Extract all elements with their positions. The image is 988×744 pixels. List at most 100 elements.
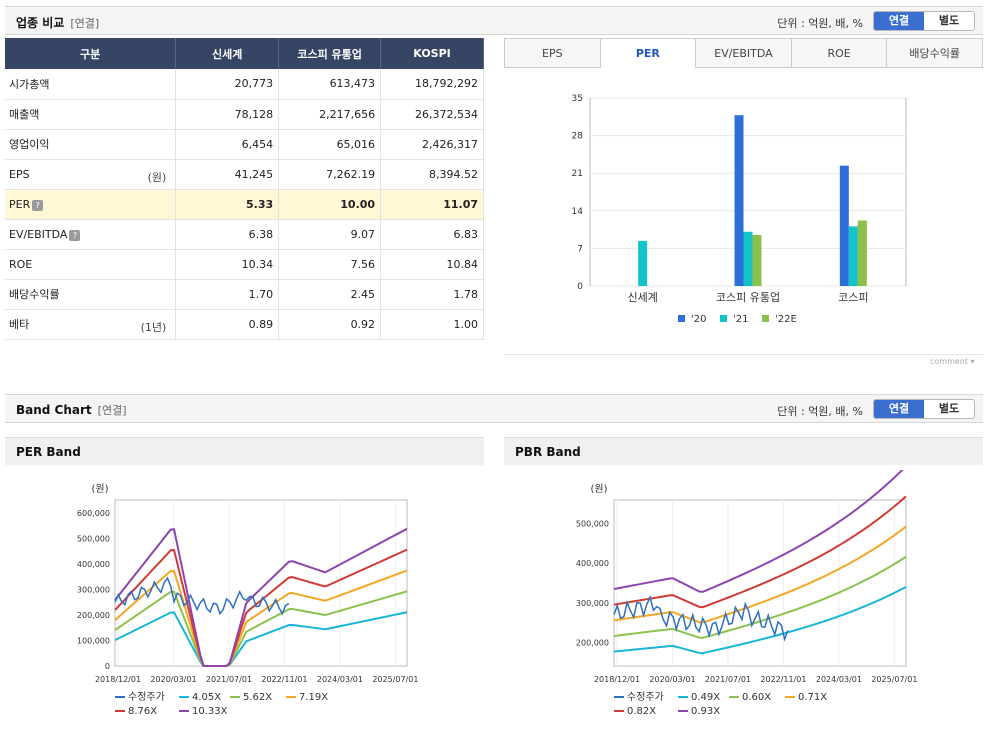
- table-row: 영업이익 6,454 65,016 2,426,317: [5, 129, 484, 160]
- y-tick-label: 400,000: [576, 559, 609, 568]
- comparison-table: 구분 신세계 코스피 유통업 KOSPI 시가총액 20,773 613,473 18…: [5, 38, 484, 340]
- table-cell: 1.00: [380, 309, 484, 340]
- row-label: 베타 (1년): [5, 309, 177, 340]
- y-tick-label: 200,000: [576, 638, 609, 647]
- bar: [638, 240, 648, 286]
- pbr-band-title: PBR Band: [504, 437, 983, 465]
- col-header: 구분: [5, 38, 177, 69]
- metric-tabs: EPS PER EV/EBITDA ROE 배당수익률: [504, 38, 983, 68]
- tab-roe[interactable]: ROE: [791, 39, 888, 68]
- table-cell: 2,217,656: [278, 99, 382, 130]
- legend-label: 8.76X: [128, 706, 157, 717]
- consolidated-toggle[interactable]: 연결 별도: [873, 11, 975, 31]
- col-header: KOSPI: [380, 38, 484, 69]
- tab-eps[interactable]: EPS: [505, 39, 601, 68]
- y-tick-label: 500,000: [77, 534, 110, 543]
- row-unit: (1년): [140, 320, 167, 334]
- table-cell: 41,245: [175, 159, 280, 190]
- consolidated-button[interactable]: 연결: [874, 12, 924, 30]
- row-label: 배당수익률: [5, 279, 177, 310]
- legend-label: '21: [733, 314, 748, 325]
- x-tick-label: 2020/03/01: [649, 675, 695, 684]
- y-tick-label: 7: [577, 244, 583, 254]
- table-cell: 6.83: [380, 219, 484, 250]
- band-chart-header: Band Chart [연결] 단위 : 억원, 배, % 연결 별도: [5, 394, 983, 423]
- table-row: PER? 5.33 10.00 11.07: [5, 189, 484, 220]
- col-header: 코스피 유통업: [278, 38, 382, 69]
- table-row: 배당수익률 1.70 2.45 1.78: [5, 279, 484, 310]
- unit-label: (원): [590, 483, 607, 495]
- table-cell: 18,792,292: [380, 69, 484, 100]
- bar: [857, 220, 867, 286]
- bar: [839, 165, 849, 286]
- section-title: Band Chart [연결]: [16, 403, 127, 417]
- table-cell: 10.34: [175, 249, 280, 280]
- row-label: EV/EBITDA?: [5, 219, 177, 250]
- table-cell: 26,372,534: [380, 99, 484, 130]
- x-tick-label: 2021/07/01: [705, 675, 751, 684]
- consolidated-button[interactable]: 연결: [874, 400, 924, 418]
- table-row: 시가총액 20,773 613,473 18,792,292: [5, 69, 484, 100]
- y-tick-label: 500,000: [576, 520, 609, 529]
- band-line: [114, 527, 408, 667]
- y-tick-label: 400,000: [77, 560, 110, 569]
- separate-button[interactable]: 별도: [938, 402, 960, 415]
- separate-button[interactable]: 별도: [938, 14, 960, 27]
- band-line: [613, 525, 907, 624]
- table-row: 베타 (1년) 0.89 0.92 1.00: [5, 309, 484, 340]
- comment-toggle[interactable]: comment ▾: [930, 357, 975, 366]
- table-cell: 10.00: [278, 189, 382, 220]
- x-tick-label: 2022/11/01: [760, 675, 806, 684]
- table-cell: 10.84: [380, 249, 484, 280]
- legend-label: 0.82X: [627, 706, 656, 717]
- plot-area: [114, 499, 408, 667]
- bar: [734, 115, 744, 286]
- legend-label: 수정주가: [627, 691, 664, 703]
- legend-swatch: [762, 315, 769, 322]
- table-cell: 6,454: [175, 129, 280, 160]
- tab-ev-ebitda[interactable]: EV/EBITDA: [696, 39, 792, 68]
- legend-label: 4.05X: [192, 692, 221, 703]
- per-band-title: PER Band: [5, 437, 484, 465]
- unit-label: 단위 : 억원, 배, %: [777, 17, 863, 30]
- per-band-chart: (원) 0 100,000 200,000 300,000 400,000 500,000 6…: [77, 483, 419, 717]
- row-label: ROE: [5, 249, 177, 280]
- x-tick-label: 2020/03/01: [150, 675, 196, 684]
- tab-per[interactable]: PER: [600, 39, 697, 68]
- table-cell: 5.33: [175, 189, 280, 220]
- table-row: EPS (원) 41,245 7,262.19 8,394.52: [5, 159, 484, 190]
- consolidated-toggle[interactable]: 연결 별도: [873, 399, 975, 419]
- x-tick-label: 코스피 유통업: [716, 291, 780, 304]
- table-cell: 7.56: [278, 249, 382, 280]
- table-cell: 613,473: [278, 69, 382, 100]
- x-tick-label: 2021/07/01: [206, 675, 252, 684]
- legend-label: '22E: [775, 314, 797, 325]
- x-tick-label: 2018/12/01: [594, 675, 640, 684]
- unit-label: (원): [91, 483, 108, 495]
- legend-label: 수정주가: [128, 691, 165, 703]
- table-cell: 8,394.52: [380, 159, 484, 190]
- bar: [752, 234, 762, 286]
- legend-label: 7.19X: [299, 692, 328, 703]
- price-line: [114, 576, 290, 616]
- y-tick-label: 0: [105, 662, 110, 671]
- band-line: [114, 590, 408, 667]
- help-icon[interactable]: ?: [32, 199, 44, 211]
- table-cell: 78,128: [175, 99, 280, 130]
- row-label: 시가총액: [5, 69, 177, 100]
- legend-label: 0.49X: [691, 692, 720, 703]
- row-label: 영업이익: [5, 129, 177, 160]
- y-tick-label: 200,000: [77, 611, 110, 620]
- legend-swatch: [720, 315, 727, 322]
- table-row: EV/EBITDA? 6.38 9.07 6.83: [5, 219, 484, 250]
- y-tick-label: 21: [572, 169, 583, 179]
- table-row: 매출액 78,128 2,217,656 26,372,534: [5, 99, 484, 130]
- row-unit: (원): [147, 170, 167, 184]
- table-cell: 11.07: [380, 189, 484, 220]
- tab-dividend-yield[interactable]: 배당수익률: [887, 39, 983, 68]
- table-cell: 0.92: [278, 309, 382, 340]
- table-cell: 65,016: [278, 129, 382, 160]
- divider: [504, 354, 983, 355]
- help-icon[interactable]: ?: [69, 229, 81, 241]
- band-line: [613, 586, 907, 655]
